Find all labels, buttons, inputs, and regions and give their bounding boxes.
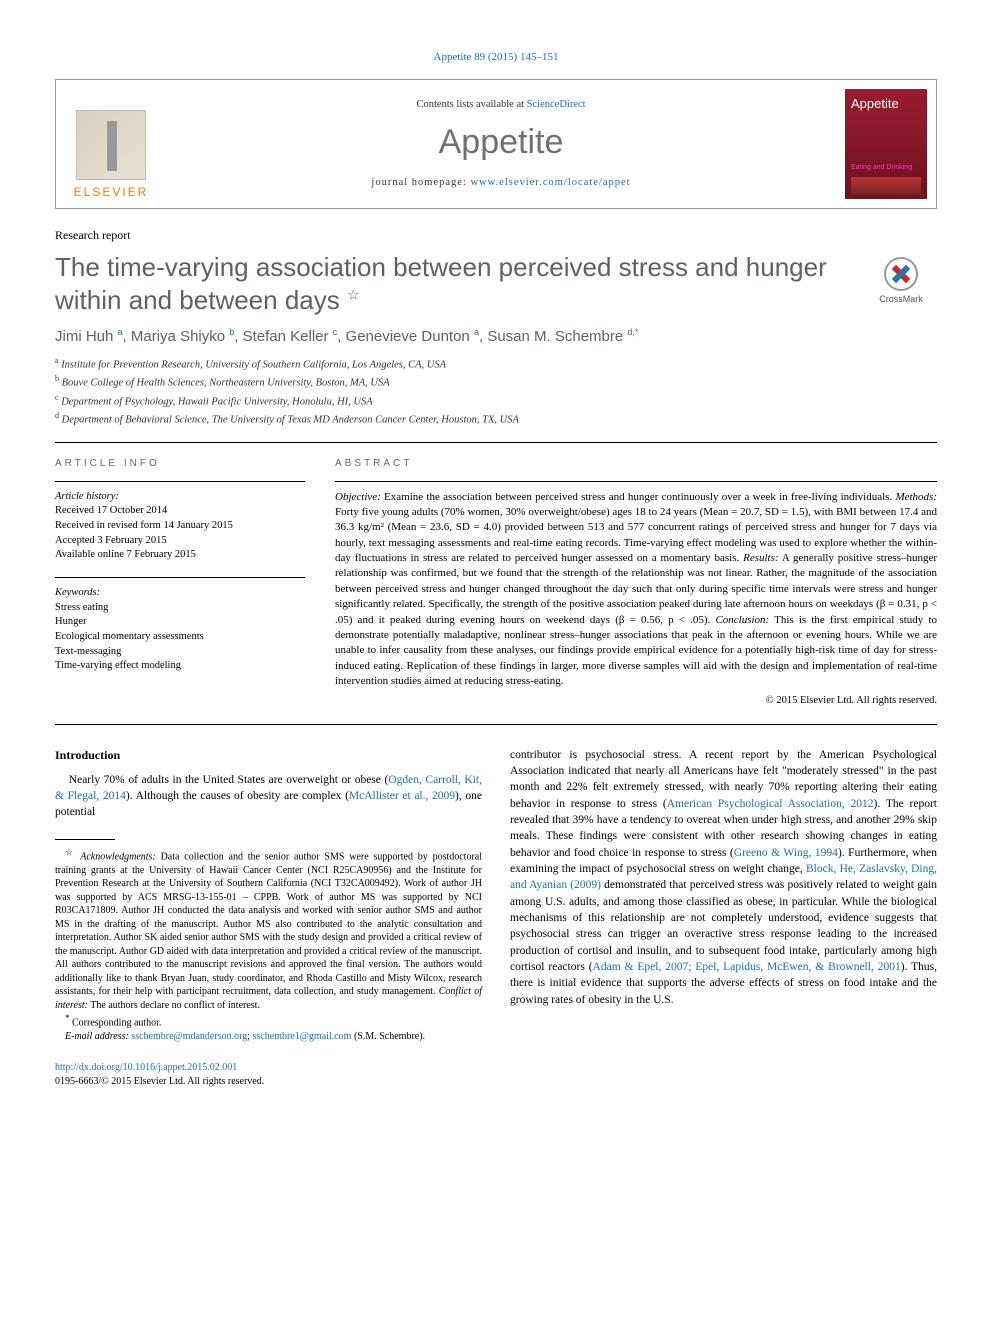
article-title: The time-varying association between per… xyxy=(55,251,857,316)
contents-pre: Contents lists available at xyxy=(416,99,526,110)
cover-title: Appetite xyxy=(851,95,921,113)
email-footnote: E-mail address: sschembre@mdanderson.org… xyxy=(55,1030,482,1044)
footnote-separator xyxy=(55,839,115,840)
journal-reference-link[interactable]: Appetite 89 (2015) 145–151 xyxy=(434,51,559,63)
article-history: Article history: Received 17 October 201… xyxy=(55,490,305,563)
contents-available-line: Contents lists available at ScienceDirec… xyxy=(416,98,585,112)
author: Susan M. Schembre d,* xyxy=(487,328,638,345)
page: Appetite 89 (2015) 145–151 ELSEVIER Cont… xyxy=(0,0,992,1128)
journal-reference: Appetite 89 (2015) 145–151 xyxy=(55,50,937,65)
history-item: Received 17 October 2014 xyxy=(55,504,305,519)
article-type: Research report xyxy=(55,227,937,243)
author-list: Jimi Huh a, Mariya Shiyko b, Stefan Kell… xyxy=(55,326,937,347)
divider xyxy=(335,481,937,482)
affiliations: a Institute for Prevention Research, Uni… xyxy=(55,355,937,428)
affiliation: a Institute for Prevention Research, Uni… xyxy=(55,355,937,373)
objective-text: Examine the association between perceive… xyxy=(381,491,896,503)
introduction-heading: Introduction xyxy=(55,747,482,764)
body-column-left: Introduction Nearly 70% of adults in the… xyxy=(55,747,482,1089)
ack-label: Acknowledgments: xyxy=(80,851,156,862)
email-label: E-mail address: xyxy=(65,1031,129,1042)
journal-header: ELSEVIER Contents lists available at Sci… xyxy=(55,79,937,209)
affiliation: c Department of Psychology, Hawaii Pacif… xyxy=(55,392,937,410)
divider xyxy=(55,481,305,482)
affiliation: b Bouve College of Health Sciences, Nort… xyxy=(55,373,937,391)
keyword: Ecological momentary assessments xyxy=(55,630,305,645)
cover-footer-strip xyxy=(851,177,921,195)
email-link[interactable]: sschembre@mdanderson.org xyxy=(131,1031,247,1042)
doi-block: http://dx.doi.org/10.1016/j.appet.2015.0… xyxy=(55,1061,482,1088)
history-item: Received in revised form 14 January 2015 xyxy=(55,519,305,534)
info-abstract-row: ARTICLE INFO Article history: Received 1… xyxy=(55,457,937,708)
cover-subtitle: Eating and Drinking xyxy=(851,163,912,172)
journal-header-center: Contents lists available at ScienceDirec… xyxy=(166,80,836,208)
divider xyxy=(55,577,305,578)
elsevier-tree-icon xyxy=(76,110,146,180)
methods-label: Methods: xyxy=(895,491,937,503)
keyword: Hunger xyxy=(55,615,305,630)
footnotes: ☆ Acknowledgments: Data collection and t… xyxy=(55,846,482,1044)
abstract-column: ABSTRACT Objective: Examine the associat… xyxy=(335,457,937,708)
journal-cover-thumbnail: Appetite Eating and Drinking xyxy=(845,89,927,199)
journal-homepage-line: journal homepage: www.elsevier.com/locat… xyxy=(371,176,630,190)
objective-label: Objective: xyxy=(335,491,381,503)
journal-homepage-link[interactable]: www.elsevier.com/locate/appet xyxy=(470,177,630,188)
article-info-heading: ARTICLE INFO xyxy=(55,457,305,471)
citation-link[interactable]: McAllister et al., 2009 xyxy=(349,790,455,802)
divider xyxy=(55,442,937,443)
author: Stefan Keller c xyxy=(243,328,338,345)
publisher-logo-block: ELSEVIER xyxy=(56,80,166,208)
body-columns: Introduction Nearly 70% of adults in the… xyxy=(55,747,937,1089)
doi-link[interactable]: http://dx.doi.org/10.1016/j.appet.2015.0… xyxy=(55,1062,237,1073)
intro-paragraph: Nearly 70% of adults in the United State… xyxy=(55,772,482,821)
results-label: Results: xyxy=(743,552,778,564)
author: Mariya Shiyko b xyxy=(131,328,234,345)
crossmark-icon xyxy=(884,257,918,291)
citation-link[interactable]: American Psychological Association, 2012 xyxy=(667,798,874,810)
article-title-text: The time-varying association between per… xyxy=(55,252,827,315)
corresponding-author-footnote: * Corresponding author. xyxy=(55,1012,482,1030)
history-item: Available online 7 February 2015 xyxy=(55,548,305,563)
keyword: Stress eating xyxy=(55,601,305,616)
author: Jimi Huh a xyxy=(55,328,123,345)
crossmark-label: CrossMark xyxy=(879,293,923,305)
citation-link[interactable]: Greeno & Wing, 1994 xyxy=(734,847,838,859)
elsevier-label: ELSEVIER xyxy=(74,184,149,200)
abstract-copyright: © 2015 Elsevier Ltd. All rights reserved… xyxy=(335,694,937,708)
title-footnote-marker: ☆ xyxy=(347,286,360,302)
keyword: Text-messaging xyxy=(55,645,305,660)
intro-paragraph: contributor is psychosocial stress. A re… xyxy=(510,747,937,1008)
acknowledgments-footnote: ☆ Acknowledgments: Data collection and t… xyxy=(55,846,482,1012)
homepage-pre: journal homepage: xyxy=(371,177,470,188)
crossmark-badge[interactable]: CrossMark xyxy=(857,251,937,305)
history-item: Accepted 3 February 2015 xyxy=(55,534,305,549)
body-column-right: contributor is psychosocial stress. A re… xyxy=(510,747,937,1089)
affiliation: d Department of Behavioral Science, The … xyxy=(55,410,937,428)
divider xyxy=(55,724,937,725)
keywords-block: Keywords: Stress eating Hunger Ecologica… xyxy=(55,586,305,674)
email-link[interactable]: sschembre1@gmail.com xyxy=(253,1031,352,1042)
citation-link[interactable]: Adam & Epel, 2007; Epel, Lapidus, McEwen… xyxy=(593,961,901,973)
keyword: Time-varying effect modeling xyxy=(55,659,305,674)
issn-copyright: 0195-6663/© 2015 Elsevier Ltd. All right… xyxy=(55,1076,264,1087)
article-info-column: ARTICLE INFO Article history: Received 1… xyxy=(55,457,305,708)
history-label: Article history: xyxy=(55,490,305,505)
keywords-label: Keywords: xyxy=(55,586,305,601)
journal-cover-block: Appetite Eating and Drinking xyxy=(836,80,936,208)
journal-title: Appetite xyxy=(439,120,564,166)
author: Genevieve Dunton a xyxy=(346,328,479,345)
title-row: The time-varying association between per… xyxy=(55,251,937,326)
conclusion-label: Conclusion: xyxy=(715,614,769,626)
abstract-text: Objective: Examine the association betwe… xyxy=(335,490,937,690)
sciencedirect-link[interactable]: ScienceDirect xyxy=(527,99,586,110)
abstract-heading: ABSTRACT xyxy=(335,457,937,471)
footnote-marker: ☆ xyxy=(65,847,75,857)
